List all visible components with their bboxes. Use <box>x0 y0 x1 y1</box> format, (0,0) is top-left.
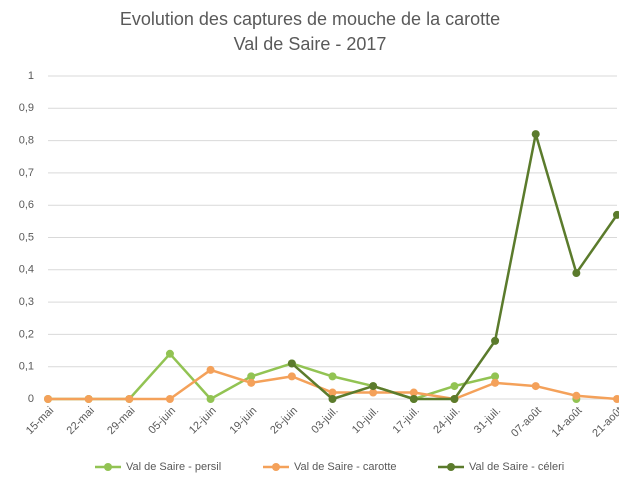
data-point <box>206 365 215 374</box>
data-point <box>531 382 540 391</box>
y-tick-label: 0,5 <box>19 231 34 243</box>
x-tick-label: 17-juil. <box>391 405 422 436</box>
data-point <box>409 395 418 403</box>
x-tick-label: 22-mai <box>65 405 97 437</box>
data-point <box>613 210 619 219</box>
y-tick-label: 0,7 <box>19 167 34 179</box>
data-point <box>84 395 93 403</box>
data-point <box>531 130 540 139</box>
y-tick-label: 0 <box>28 393 34 405</box>
data-point <box>369 382 378 391</box>
x-tick-label: 12-juin <box>187 405 219 437</box>
data-point <box>328 372 337 381</box>
data-point <box>491 336 500 345</box>
y-tick-label: 0,8 <box>19 135 34 147</box>
x-tick-label: 14-août <box>550 405 585 440</box>
data-point <box>572 269 581 278</box>
data-point <box>247 372 256 381</box>
y-tick-label: 0,6 <box>19 199 34 211</box>
series-line <box>291 132 619 401</box>
data-point <box>572 391 581 400</box>
y-tick-label: 0,2 <box>19 328 34 340</box>
y-tick-label: 1 <box>28 70 34 82</box>
legend-label: Val de Saire - persil <box>126 461 221 473</box>
chart-title: Evolution des captures de mouche de la c… <box>120 9 500 29</box>
data-point <box>44 395 52 403</box>
data-point <box>491 372 500 381</box>
y-tick-label: 0,4 <box>19 264 34 276</box>
data-point <box>328 395 337 403</box>
x-tick-label: 26-juin <box>268 405 300 437</box>
data-point <box>165 349 174 358</box>
legend-label: Val de Saire - céleri <box>469 461 564 473</box>
data-point <box>287 372 296 381</box>
data-point <box>206 395 215 403</box>
legend-marker <box>272 463 280 471</box>
legend-marker <box>104 463 112 471</box>
x-tick-label: 07-août <box>509 405 544 440</box>
x-tick-label: 31-juil. <box>472 405 503 436</box>
x-tick-label: 15-mai <box>24 405 56 437</box>
y-tick-label: 0,9 <box>19 102 34 114</box>
data-point <box>613 395 619 403</box>
x-tick-label: 21-août <box>590 405 619 440</box>
x-tick-label: 24-juil. <box>431 405 462 436</box>
x-tick-label: 03-juil. <box>309 405 340 436</box>
legend-marker <box>447 463 455 471</box>
x-tick-label: 10-juil. <box>350 405 381 436</box>
y-tick-label: 0,3 <box>19 296 34 308</box>
x-tick-label: 05-juin <box>146 405 178 437</box>
data-point <box>491 378 500 387</box>
x-tick-label: 19-juin <box>228 405 260 437</box>
data-point <box>328 388 337 397</box>
data-point <box>125 395 134 403</box>
data-point <box>450 395 459 403</box>
legend-label: Val de Saire - carotte <box>294 461 397 473</box>
x-tick-label: 29-mai <box>105 405 137 437</box>
data-point <box>369 388 378 397</box>
data-point <box>409 388 418 397</box>
y-tick-label: 0,1 <box>19 361 34 373</box>
data-point <box>247 378 256 387</box>
chart-subtitle: Val de Saire - 2017 <box>234 34 387 54</box>
data-point <box>165 395 174 403</box>
data-point <box>287 359 296 368</box>
data-point <box>450 382 459 391</box>
